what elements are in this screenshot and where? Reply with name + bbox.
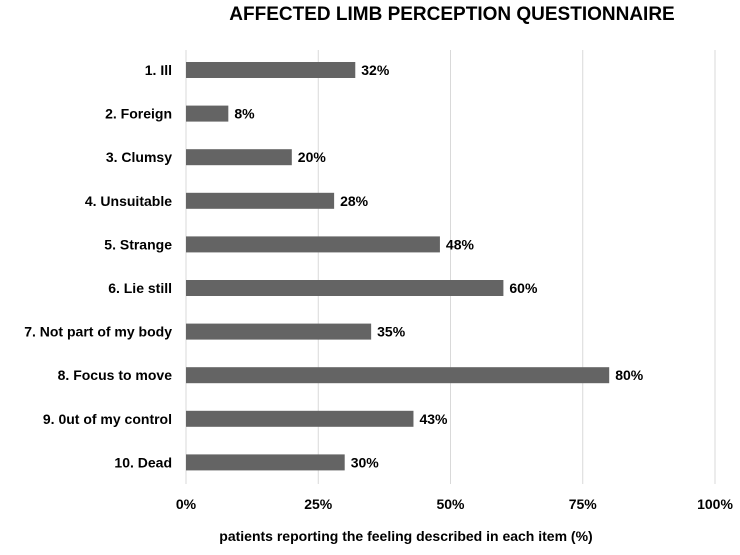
bar-2 — [186, 105, 229, 122]
x-tick-label-50: 50% — [436, 496, 465, 512]
data-label-6: 60% — [509, 280, 538, 296]
data-label-1: 32% — [361, 62, 390, 78]
category-label-9: 9. 0ut of my control — [43, 411, 172, 427]
category-label-8: 8. Focus to move — [58, 367, 173, 383]
x-tick-label-100: 100% — [697, 496, 733, 512]
data-label-8: 80% — [615, 367, 644, 383]
x-axis-title: patients reporting the feeling described… — [219, 528, 592, 544]
category-label-6: 6. Lie still — [108, 280, 172, 296]
bar-1 — [186, 62, 356, 78]
bars — [186, 62, 610, 471]
bar-9 — [186, 410, 414, 427]
data-label-7: 35% — [377, 324, 406, 340]
bar-4 — [186, 192, 335, 209]
category-labels: 1. Ill 2. Foreign 3. Clumsy 4. Unsuitable 5.… — [24, 62, 172, 470]
data-label-9: 43% — [419, 411, 448, 427]
category-label-7: 7. Not part of my body — [24, 324, 172, 340]
category-label-2: 2. Foreign — [105, 106, 172, 122]
category-label-1: 1. Ill — [145, 62, 172, 78]
x-tick-labels: 0% 25% 50% 75% 100% — [176, 496, 734, 512]
x-tick-label-0: 0% — [176, 496, 197, 512]
bar-3 — [186, 149, 292, 166]
bar-6 — [186, 280, 504, 296]
bar-5 — [186, 236, 440, 253]
data-label-10: 30% — [351, 454, 380, 470]
category-label-3: 3. Clumsy — [106, 149, 172, 165]
bar-7 — [186, 323, 372, 340]
chart-title: AFFECTED LIMB PERCEPTION QUESTIONNAIRE — [229, 4, 674, 25]
data-label-5: 48% — [446, 236, 475, 252]
data-label-3: 20% — [298, 149, 327, 165]
data-labels: 32% 8% 20% 28% 48% 60% 35% 80% 43% 30% — [234, 62, 643, 470]
bar-10 — [186, 454, 345, 471]
bar-8 — [186, 367, 610, 384]
x-tick-label-25: 25% — [304, 496, 333, 512]
category-label-10: 10. Dead — [114, 454, 172, 470]
category-label-5: 5. Strange — [104, 236, 172, 252]
x-tick-label-75: 75% — [569, 496, 598, 512]
data-label-4: 28% — [340, 193, 369, 209]
category-label-4: 4. Unsuitable — [85, 193, 172, 209]
data-label-2: 8% — [234, 106, 255, 122]
